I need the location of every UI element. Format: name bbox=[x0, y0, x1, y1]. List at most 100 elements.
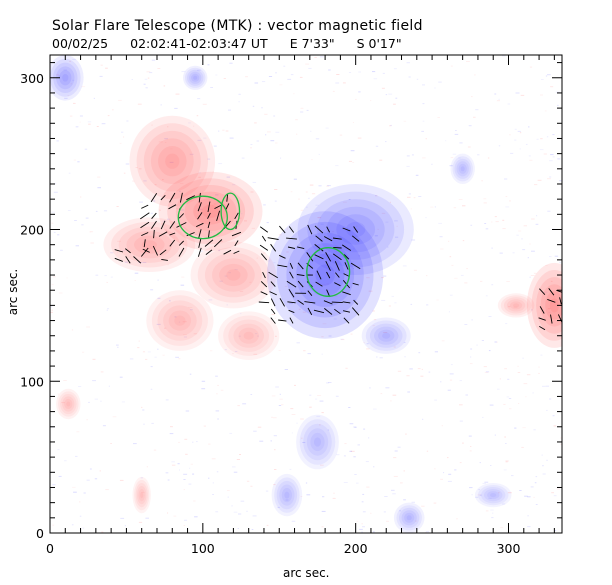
noise-speck bbox=[488, 498, 492, 499]
noise-speck bbox=[220, 241, 224, 242]
field-contour-layer bbox=[399, 507, 420, 528]
field-vector bbox=[289, 271, 294, 279]
field-vector bbox=[268, 271, 278, 279]
noise-speck bbox=[445, 140, 447, 142]
y-tick-label: 200 bbox=[20, 223, 44, 238]
noise-speck bbox=[232, 466, 236, 468]
noise-speck bbox=[393, 475, 398, 477]
noise-speck bbox=[120, 517, 125, 519]
noise-speck bbox=[519, 132, 522, 134]
noise-speck bbox=[543, 291, 548, 293]
noise-speck bbox=[532, 392, 534, 394]
noise-speck bbox=[343, 482, 348, 483]
field-contour-layer bbox=[53, 62, 78, 93]
field-vector bbox=[196, 222, 204, 228]
noise-speck bbox=[51, 222, 54, 224]
noise-speck bbox=[459, 404, 463, 406]
noise-speck bbox=[72, 59, 76, 61]
noise-speck bbox=[422, 120, 425, 122]
noise-speck bbox=[190, 309, 193, 311]
noise-speck bbox=[87, 121, 92, 123]
noise-speck bbox=[422, 103, 425, 105]
noise-speck bbox=[361, 531, 363, 533]
noise-speck bbox=[117, 251, 119, 253]
noise-speck bbox=[559, 261, 561, 263]
noise-speck bbox=[319, 56, 324, 58]
noise-speck bbox=[418, 352, 421, 354]
noise-speck bbox=[225, 130, 229, 132]
noise-speck bbox=[250, 147, 252, 149]
noise-speck bbox=[517, 365, 519, 367]
noise-speck bbox=[531, 250, 535, 252]
noise-speck bbox=[146, 71, 151, 73]
noise-speck bbox=[82, 527, 85, 529]
field-vector bbox=[307, 224, 313, 235]
noise-speck bbox=[274, 469, 277, 470]
noise-speck bbox=[97, 176, 101, 178]
noise-speck bbox=[255, 333, 258, 335]
transverse-field-vectors bbox=[114, 192, 562, 331]
noise-speck bbox=[181, 71, 186, 73]
noise-speck bbox=[175, 356, 179, 358]
field-contour-layer bbox=[497, 293, 535, 318]
noise-speck bbox=[381, 212, 386, 214]
noise-speck bbox=[213, 145, 217, 147]
noise-speck bbox=[450, 157, 454, 159]
noise-speck bbox=[410, 208, 412, 210]
noise-speck bbox=[539, 149, 544, 151]
noise-speck bbox=[102, 425, 106, 427]
noise-speck bbox=[333, 492, 335, 494]
noise-speck bbox=[549, 176, 552, 178]
field-vector bbox=[351, 235, 360, 242]
noise-speck bbox=[183, 334, 187, 336]
field-vector bbox=[296, 246, 305, 250]
noise-speck bbox=[361, 523, 363, 525]
noise-speck bbox=[470, 348, 473, 350]
noise-speck bbox=[275, 142, 278, 144]
noise-speck bbox=[174, 316, 177, 318]
noise-speck bbox=[372, 325, 375, 327]
noise-speck bbox=[482, 482, 487, 484]
noise-speck bbox=[422, 157, 426, 159]
noise-speck bbox=[57, 234, 60, 236]
noise-speck bbox=[411, 154, 414, 156]
field-vector bbox=[151, 220, 157, 230]
noise-speck bbox=[503, 403, 506, 405]
noise-speck bbox=[499, 378, 501, 380]
noise-speck bbox=[244, 220, 247, 222]
field-vector bbox=[286, 237, 297, 240]
noise-speck bbox=[218, 163, 223, 165]
noise-speck bbox=[138, 168, 142, 170]
noise-speck bbox=[227, 496, 229, 498]
noise-speck bbox=[350, 333, 353, 335]
noise-speck bbox=[307, 197, 310, 199]
field-vector bbox=[326, 226, 330, 233]
noise-speck bbox=[210, 350, 213, 352]
noise-speck bbox=[452, 153, 457, 155]
noise-speck bbox=[505, 461, 508, 463]
noise-speck bbox=[402, 265, 407, 267]
noise-speck bbox=[413, 269, 417, 271]
noise-speck bbox=[58, 475, 62, 477]
noise-speck bbox=[395, 236, 399, 238]
noise-speck bbox=[321, 526, 324, 528]
field-vector bbox=[342, 291, 351, 296]
noise-speck bbox=[523, 225, 527, 227]
noise-speck bbox=[198, 176, 201, 178]
noise-speck bbox=[460, 274, 464, 276]
noise-speck bbox=[529, 159, 533, 161]
noise-speck bbox=[245, 76, 248, 78]
field-vector bbox=[260, 281, 268, 288]
noise-speck bbox=[264, 113, 268, 115]
field-vector bbox=[350, 262, 361, 270]
field-contour-layer bbox=[64, 398, 73, 410]
field-vector bbox=[286, 280, 297, 288]
noise-speck bbox=[99, 75, 103, 77]
noise-speck bbox=[250, 485, 253, 487]
field-contour-layer bbox=[286, 232, 364, 318]
noise-speck bbox=[315, 204, 319, 206]
noise-speck bbox=[198, 230, 201, 232]
noise-speck bbox=[481, 180, 483, 182]
noise-speck bbox=[322, 496, 325, 498]
noise-speck bbox=[348, 72, 352, 73]
